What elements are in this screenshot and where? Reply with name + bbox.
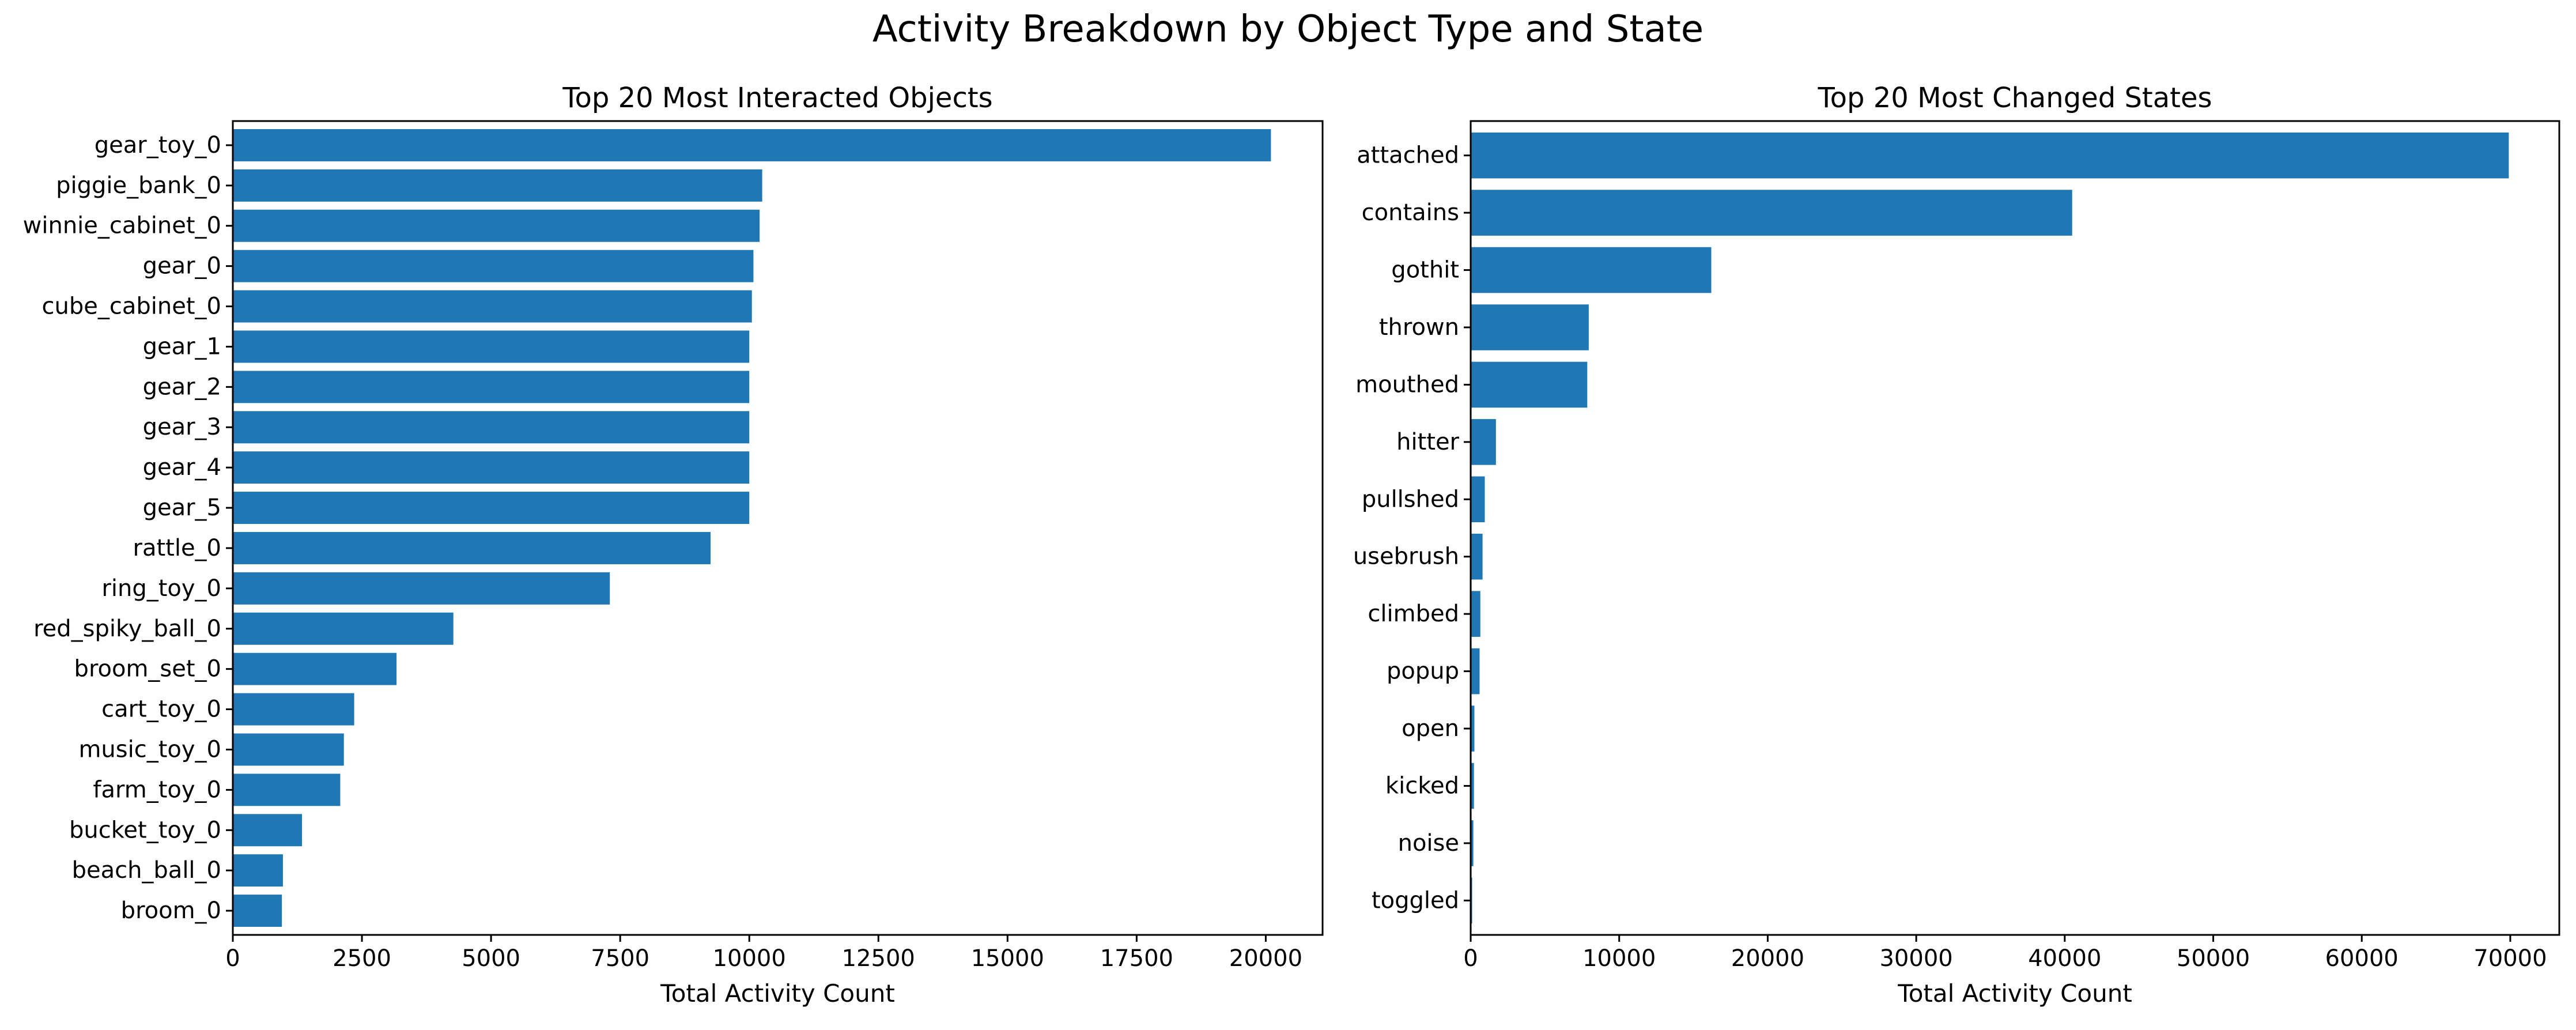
bar-farm-toy-0 xyxy=(233,774,341,806)
bar-winnie-cabinet-0 xyxy=(233,209,760,242)
bar-piggie-bank-0 xyxy=(233,169,762,202)
y-tick-label: gear_5 xyxy=(143,495,221,521)
bar-music-toy-0 xyxy=(233,733,344,766)
bar-red-spiky-ball-0 xyxy=(233,612,454,645)
y-tick-label: gear_4 xyxy=(143,454,221,481)
bar-ring-toy-0 xyxy=(233,572,610,605)
y-tick-label: broom_set_0 xyxy=(74,656,221,682)
bar-noise xyxy=(1471,820,1474,866)
bar-gear-1 xyxy=(233,330,750,363)
x-tick-label: 70000 xyxy=(2473,945,2547,972)
bar-attached xyxy=(1471,132,2509,179)
bar-contains xyxy=(1471,190,2072,236)
y-tick-label: cube_cabinet_0 xyxy=(42,293,221,320)
y-tick-label: climbed xyxy=(1368,601,1459,627)
y-tick-label: winnie_cabinet_0 xyxy=(23,213,221,239)
x-tick-label: 50000 xyxy=(2177,945,2250,972)
x-tick-label: 60000 xyxy=(2325,945,2399,972)
y-tick-label: pullshed xyxy=(1362,486,1459,512)
bar-bucket-toy-0 xyxy=(233,814,303,847)
y-tick-label: red_spiky_ball_0 xyxy=(33,616,221,642)
bar-mouthed xyxy=(1471,361,1588,408)
y-tick-label: cart_toy_0 xyxy=(101,696,221,723)
y-tick-label: open xyxy=(1402,715,1459,742)
x-axis-label: Total Activity Count xyxy=(660,979,895,1008)
x-tick-label: 7500 xyxy=(591,945,649,972)
bar-gear-0 xyxy=(233,250,754,282)
y-tick-label: bucket_toy_0 xyxy=(69,817,221,843)
y-tick-label: gear_1 xyxy=(143,333,221,360)
x-tick-label: 20000 xyxy=(1229,945,1302,972)
bar-gear-2 xyxy=(233,371,750,403)
bar-beach-ball-0 xyxy=(233,854,283,887)
x-tick-label: 0 xyxy=(225,945,240,972)
y-tick-label: contains xyxy=(1362,199,1459,226)
bar-kicked xyxy=(1471,763,1474,809)
bar-climbed xyxy=(1471,591,1480,637)
bar-popup xyxy=(1471,648,1480,695)
y-tick-label: piggie_bank_0 xyxy=(56,172,221,199)
y-tick-label: thrown xyxy=(1379,314,1459,341)
y-tick-label: gear_2 xyxy=(143,373,221,400)
x-tick-label: 10000 xyxy=(713,945,786,972)
y-tick-label: toggled xyxy=(1372,887,1459,914)
y-tick-label: noise xyxy=(1398,830,1459,857)
axes-frame xyxy=(1470,120,2560,936)
bar-cube-cabinet-0 xyxy=(233,290,752,323)
bar-broom-set-0 xyxy=(233,652,397,685)
y-tick-label: kicked xyxy=(1385,772,1459,799)
y-tick-label: gear_toy_0 xyxy=(95,132,221,159)
axes-frame xyxy=(232,120,1324,936)
bar-gear-3 xyxy=(233,411,750,444)
bar-gear-toy-0 xyxy=(233,129,1271,161)
bar-gear-5 xyxy=(233,492,750,525)
panel-title: Top 20 Most Interacted Objects xyxy=(562,82,992,114)
x-axis-label: Total Activity Count xyxy=(1897,979,2132,1008)
x-tick-label: 2500 xyxy=(333,945,391,972)
x-tick-label: 17500 xyxy=(1100,945,1173,972)
y-tick-label: ring_toy_0 xyxy=(101,575,221,602)
bar-rattle-0 xyxy=(233,531,711,564)
bar-pullshed xyxy=(1471,476,1485,523)
y-tick-label: rattle_0 xyxy=(133,535,222,561)
y-tick-label: gear_3 xyxy=(143,414,221,440)
bar-open xyxy=(1471,705,1475,752)
bar-broom-0 xyxy=(233,895,282,927)
x-tick-label: 15000 xyxy=(971,945,1044,972)
x-tick-label: 0 xyxy=(1463,945,1478,972)
x-tick-label: 20000 xyxy=(1731,945,1804,972)
y-tick-label: attached xyxy=(1357,142,1459,169)
bar-hitter xyxy=(1471,419,1496,465)
x-tick-label: 10000 xyxy=(1582,945,1656,972)
x-tick-label: 30000 xyxy=(1879,945,1952,972)
bar-thrown xyxy=(1471,304,1589,350)
y-tick-label: beach_ball_0 xyxy=(72,857,221,884)
y-tick-label: gear_0 xyxy=(143,253,221,280)
bar-gothit xyxy=(1471,247,1712,293)
y-tick-label: gothit xyxy=(1391,257,1459,284)
y-tick-label: broom_0 xyxy=(121,897,221,924)
x-tick-label: 12500 xyxy=(842,945,915,972)
y-tick-label: hitter xyxy=(1396,429,1459,455)
bar-gear-4 xyxy=(233,451,750,484)
panel-title: Top 20 Most Changed States xyxy=(1817,82,2212,114)
y-tick-label: popup xyxy=(1387,658,1459,685)
y-tick-label: farm_toy_0 xyxy=(93,776,221,803)
x-tick-label: 40000 xyxy=(2028,945,2101,972)
bar-usebrush xyxy=(1471,533,1483,580)
y-tick-label: usebrush xyxy=(1353,544,1459,570)
y-tick-label: mouthed xyxy=(1355,371,1459,398)
bar-cart-toy-0 xyxy=(233,693,354,726)
figure-title: Activity Breakdown by Object Type and St… xyxy=(872,8,1704,51)
y-tick-label: music_toy_0 xyxy=(78,736,221,763)
x-tick-label: 5000 xyxy=(462,945,520,972)
